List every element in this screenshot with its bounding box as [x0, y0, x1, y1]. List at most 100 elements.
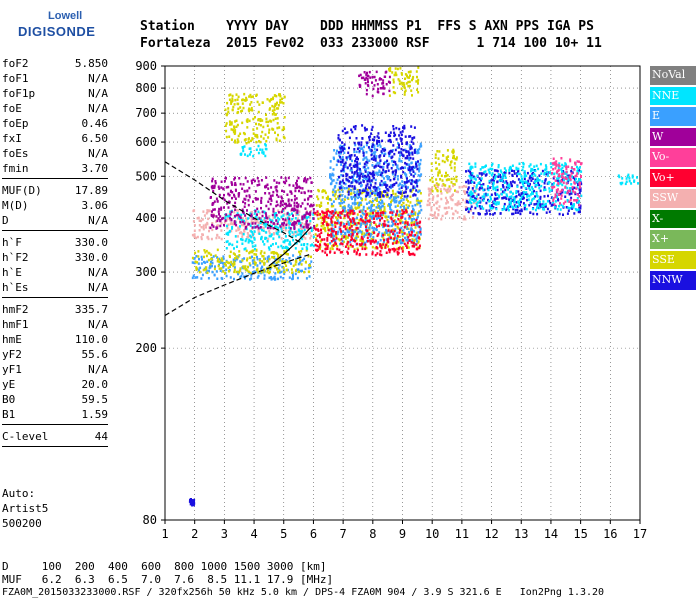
data-point-vo — [568, 176, 571, 179]
data-point-w — [265, 216, 268, 220]
data-point-nne — [267, 246, 270, 249]
data-point-e — [331, 179, 334, 183]
data-point-sse — [307, 270, 310, 273]
data-point-nnw — [402, 170, 405, 174]
data-point-e — [410, 161, 413, 164]
data-point-e — [416, 179, 419, 183]
data-point-nnw — [406, 194, 409, 198]
data-point-ssw — [202, 210, 205, 213]
data-point-nnw — [579, 189, 582, 192]
data-point-sse — [225, 135, 228, 139]
data-point-nnw — [392, 160, 395, 163]
data-point-sse — [275, 261, 278, 264]
data-point-sse — [434, 187, 437, 190]
data-point-nne — [533, 197, 536, 200]
data-point-e — [252, 266, 255, 269]
data-point-nnw — [511, 174, 514, 177]
data-point-w — [211, 179, 214, 183]
data-point-nnw — [533, 203, 536, 206]
data-point-e — [275, 263, 278, 266]
data-point-ssw — [193, 224, 196, 227]
data-point-nnw — [519, 203, 521, 207]
data-point-sse — [245, 119, 248, 122]
data-point-vo — [375, 245, 378, 249]
data-point-w — [276, 190, 279, 193]
data-point-nne — [306, 243, 309, 246]
data-point-nnw — [368, 138, 371, 142]
data-point-e — [329, 242, 332, 245]
data-point-nne — [572, 204, 575, 207]
data-point-vo — [346, 242, 349, 246]
data-point-nnw — [376, 193, 379, 197]
data-point-w — [230, 181, 233, 185]
data-point-nnw — [337, 160, 340, 163]
data-point-nnw — [404, 156, 407, 160]
data-point-nne — [542, 200, 545, 203]
data-point-e — [256, 264, 259, 267]
data-point-sse — [350, 212, 353, 215]
data-point-nne — [301, 247, 304, 250]
data-point-vo — [358, 243, 361, 246]
data-point-e — [420, 173, 423, 176]
data-point-sse — [433, 184, 436, 187]
data-point-vo — [368, 220, 371, 223]
data-point-w — [365, 92, 368, 96]
data-point-ssw — [207, 217, 210, 221]
data-point-nnw — [354, 127, 357, 131]
data-point-nne — [558, 162, 561, 165]
data-point-e — [373, 147, 376, 151]
data-point-sse — [260, 250, 263, 253]
data-point-sse — [268, 128, 271, 131]
data-point-sse — [404, 73, 407, 76]
data-point-nnw — [519, 181, 522, 184]
data-point-sse — [273, 94, 276, 97]
data-point-e — [281, 265, 284, 269]
data-point-vo — [344, 227, 347, 231]
data-point-e — [382, 165, 385, 169]
data-point-nnw — [386, 166, 389, 169]
x-tick-label: 8 — [369, 527, 376, 541]
data-point-sse — [271, 256, 274, 259]
param-row-fof1p: foF1p N/A — [2, 86, 108, 101]
data-point-sse — [437, 183, 440, 186]
param-value: N/A — [88, 147, 108, 160]
data-point-vo — [319, 243, 322, 247]
data-point-sse — [396, 204, 399, 207]
data-point-nne — [482, 207, 485, 210]
header-values: Fortaleza 2015 Fev02 033 233000 RSF 1 71… — [140, 36, 602, 51]
data-point-e — [408, 158, 411, 162]
data-point-vo — [395, 241, 398, 245]
data-point-sse — [239, 132, 242, 135]
data-point-e — [353, 150, 356, 154]
data-point-sse — [227, 110, 230, 113]
data-point-sse — [340, 199, 343, 202]
data-point-e — [371, 199, 374, 203]
data-point-nnw — [382, 195, 385, 198]
data-point-nne — [508, 200, 511, 204]
data-point-nnw — [409, 169, 412, 172]
data-point-nne — [630, 182, 633, 185]
data-point-nnw — [365, 194, 368, 198]
data-point-nnw — [372, 158, 375, 161]
data-point-nne — [235, 245, 238, 248]
data-point-sse — [196, 261, 199, 264]
data-point-nne — [291, 217, 294, 221]
data-point-nnw — [558, 212, 561, 216]
data-point-w — [303, 216, 306, 219]
data-point-ssw — [195, 236, 197, 240]
data-point-w — [371, 81, 373, 84]
data-point-w — [366, 71, 368, 75]
data-point-sse — [389, 69, 392, 73]
data-point-e — [197, 262, 200, 265]
data-point-w — [254, 222, 257, 225]
data-point-sse — [322, 213, 325, 216]
data-point-nnw — [470, 179, 473, 183]
data-point-nnw — [411, 151, 414, 154]
data-point-sse — [332, 204, 335, 208]
data-point-w — [243, 205, 246, 208]
data-point-nne — [496, 201, 499, 204]
data-point-sse — [262, 255, 265, 258]
data-point-nnw — [392, 127, 395, 131]
data-point-e — [409, 151, 412, 155]
data-point-vo — [341, 209, 344, 212]
